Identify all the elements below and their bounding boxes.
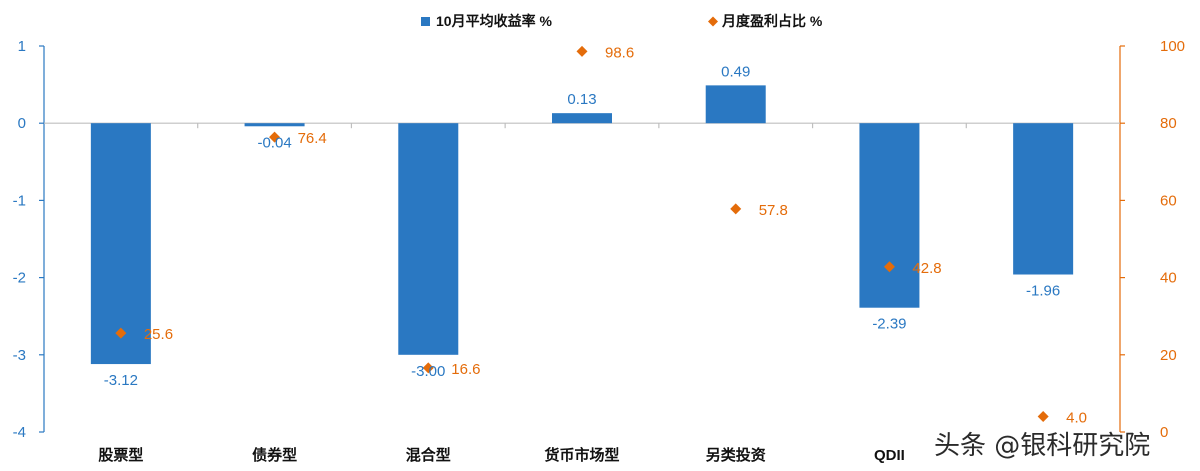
legend-bar-label: 10月平均收益率 %: [436, 13, 552, 29]
category-labels: 股票型 债券型 混合型 货币市场型 另类投资 QDII: [98, 446, 905, 464]
category-label: 货币市场型: [544, 446, 619, 464]
marker: [576, 45, 588, 57]
bar: [244, 123, 305, 127]
marker-value-label: 16.6: [451, 361, 480, 378]
left-axis-tick-label: -1: [13, 192, 26, 209]
left-axis-tick-label: -2: [13, 270, 26, 287]
legend-bar-swatch: [421, 17, 430, 26]
marker: [1037, 411, 1049, 423]
bar-value-label: -3.00: [411, 363, 445, 380]
right-axis-tick-label: 80: [1160, 115, 1177, 132]
bar-series: [90, 85, 1074, 365]
right-axis-tick-label: 60: [1160, 192, 1177, 209]
marker-value-label: 25.6: [144, 326, 173, 343]
bar: [705, 85, 766, 124]
left-axis-tick-label: -3: [13, 347, 26, 364]
bar-value-label: -3.12: [104, 372, 138, 389]
bar-value-label: -2.39: [872, 316, 906, 333]
right-axis-tick-label: 40: [1160, 270, 1177, 287]
legend-marker-swatch: [708, 16, 718, 27]
legend: 10月平均收益率 % 月度盈利占比 %: [421, 13, 823, 29]
marker: [883, 261, 895, 273]
data-labels: -3.12 -0.04 -3.00 0.13 0.49 -2.39 -1.96 25.6 76.…: [104, 44, 1087, 426]
category-label: 混合型: [406, 446, 451, 464]
legend-marker-label: 月度盈利占比 %: [721, 13, 823, 29]
left-axis-tick-label: 1: [18, 38, 26, 55]
right-axis-tick-label: 20: [1160, 347, 1177, 364]
marker-value-label: 76.4: [298, 130, 327, 147]
right-axis-tick-label: 100: [1160, 38, 1185, 55]
left-axis-tick-label: 0: [18, 115, 26, 132]
category-label: 债券型: [252, 446, 297, 464]
marker-value-label: 57.8: [759, 202, 788, 219]
bar-value-label: 0.49: [721, 63, 750, 80]
marker: [730, 203, 742, 215]
bar-value-label: -0.04: [257, 134, 291, 151]
watermark-text: 头条 @银科研究院: [934, 431, 1150, 461]
bar-value-label: 0.13: [567, 91, 596, 108]
marker-series: [115, 45, 1049, 423]
marker-value-label: 42.8: [912, 260, 941, 277]
marker-value-label: 98.6: [605, 44, 634, 61]
bar: [398, 123, 459, 355]
category-label: 另类投资: [706, 446, 766, 464]
left-axis-tick-label: -4: [13, 424, 26, 441]
marker: [269, 131, 281, 143]
marker: [422, 362, 434, 374]
marker: [115, 327, 127, 339]
category-label: 股票型: [98, 446, 143, 464]
right-axis-tick-label: 0: [1160, 424, 1168, 441]
marker-value-label: 4.0: [1066, 410, 1087, 427]
bar: [859, 123, 920, 308]
bar: [552, 113, 612, 124]
bar: [90, 123, 151, 365]
bar-value-label: -1.96: [1026, 283, 1060, 300]
axes: 1 0 -1 -2 -3 -4 100 80 60 40 20 0: [13, 38, 1185, 441]
category-label: QDII: [874, 447, 905, 464]
bar: [1013, 123, 1074, 275]
